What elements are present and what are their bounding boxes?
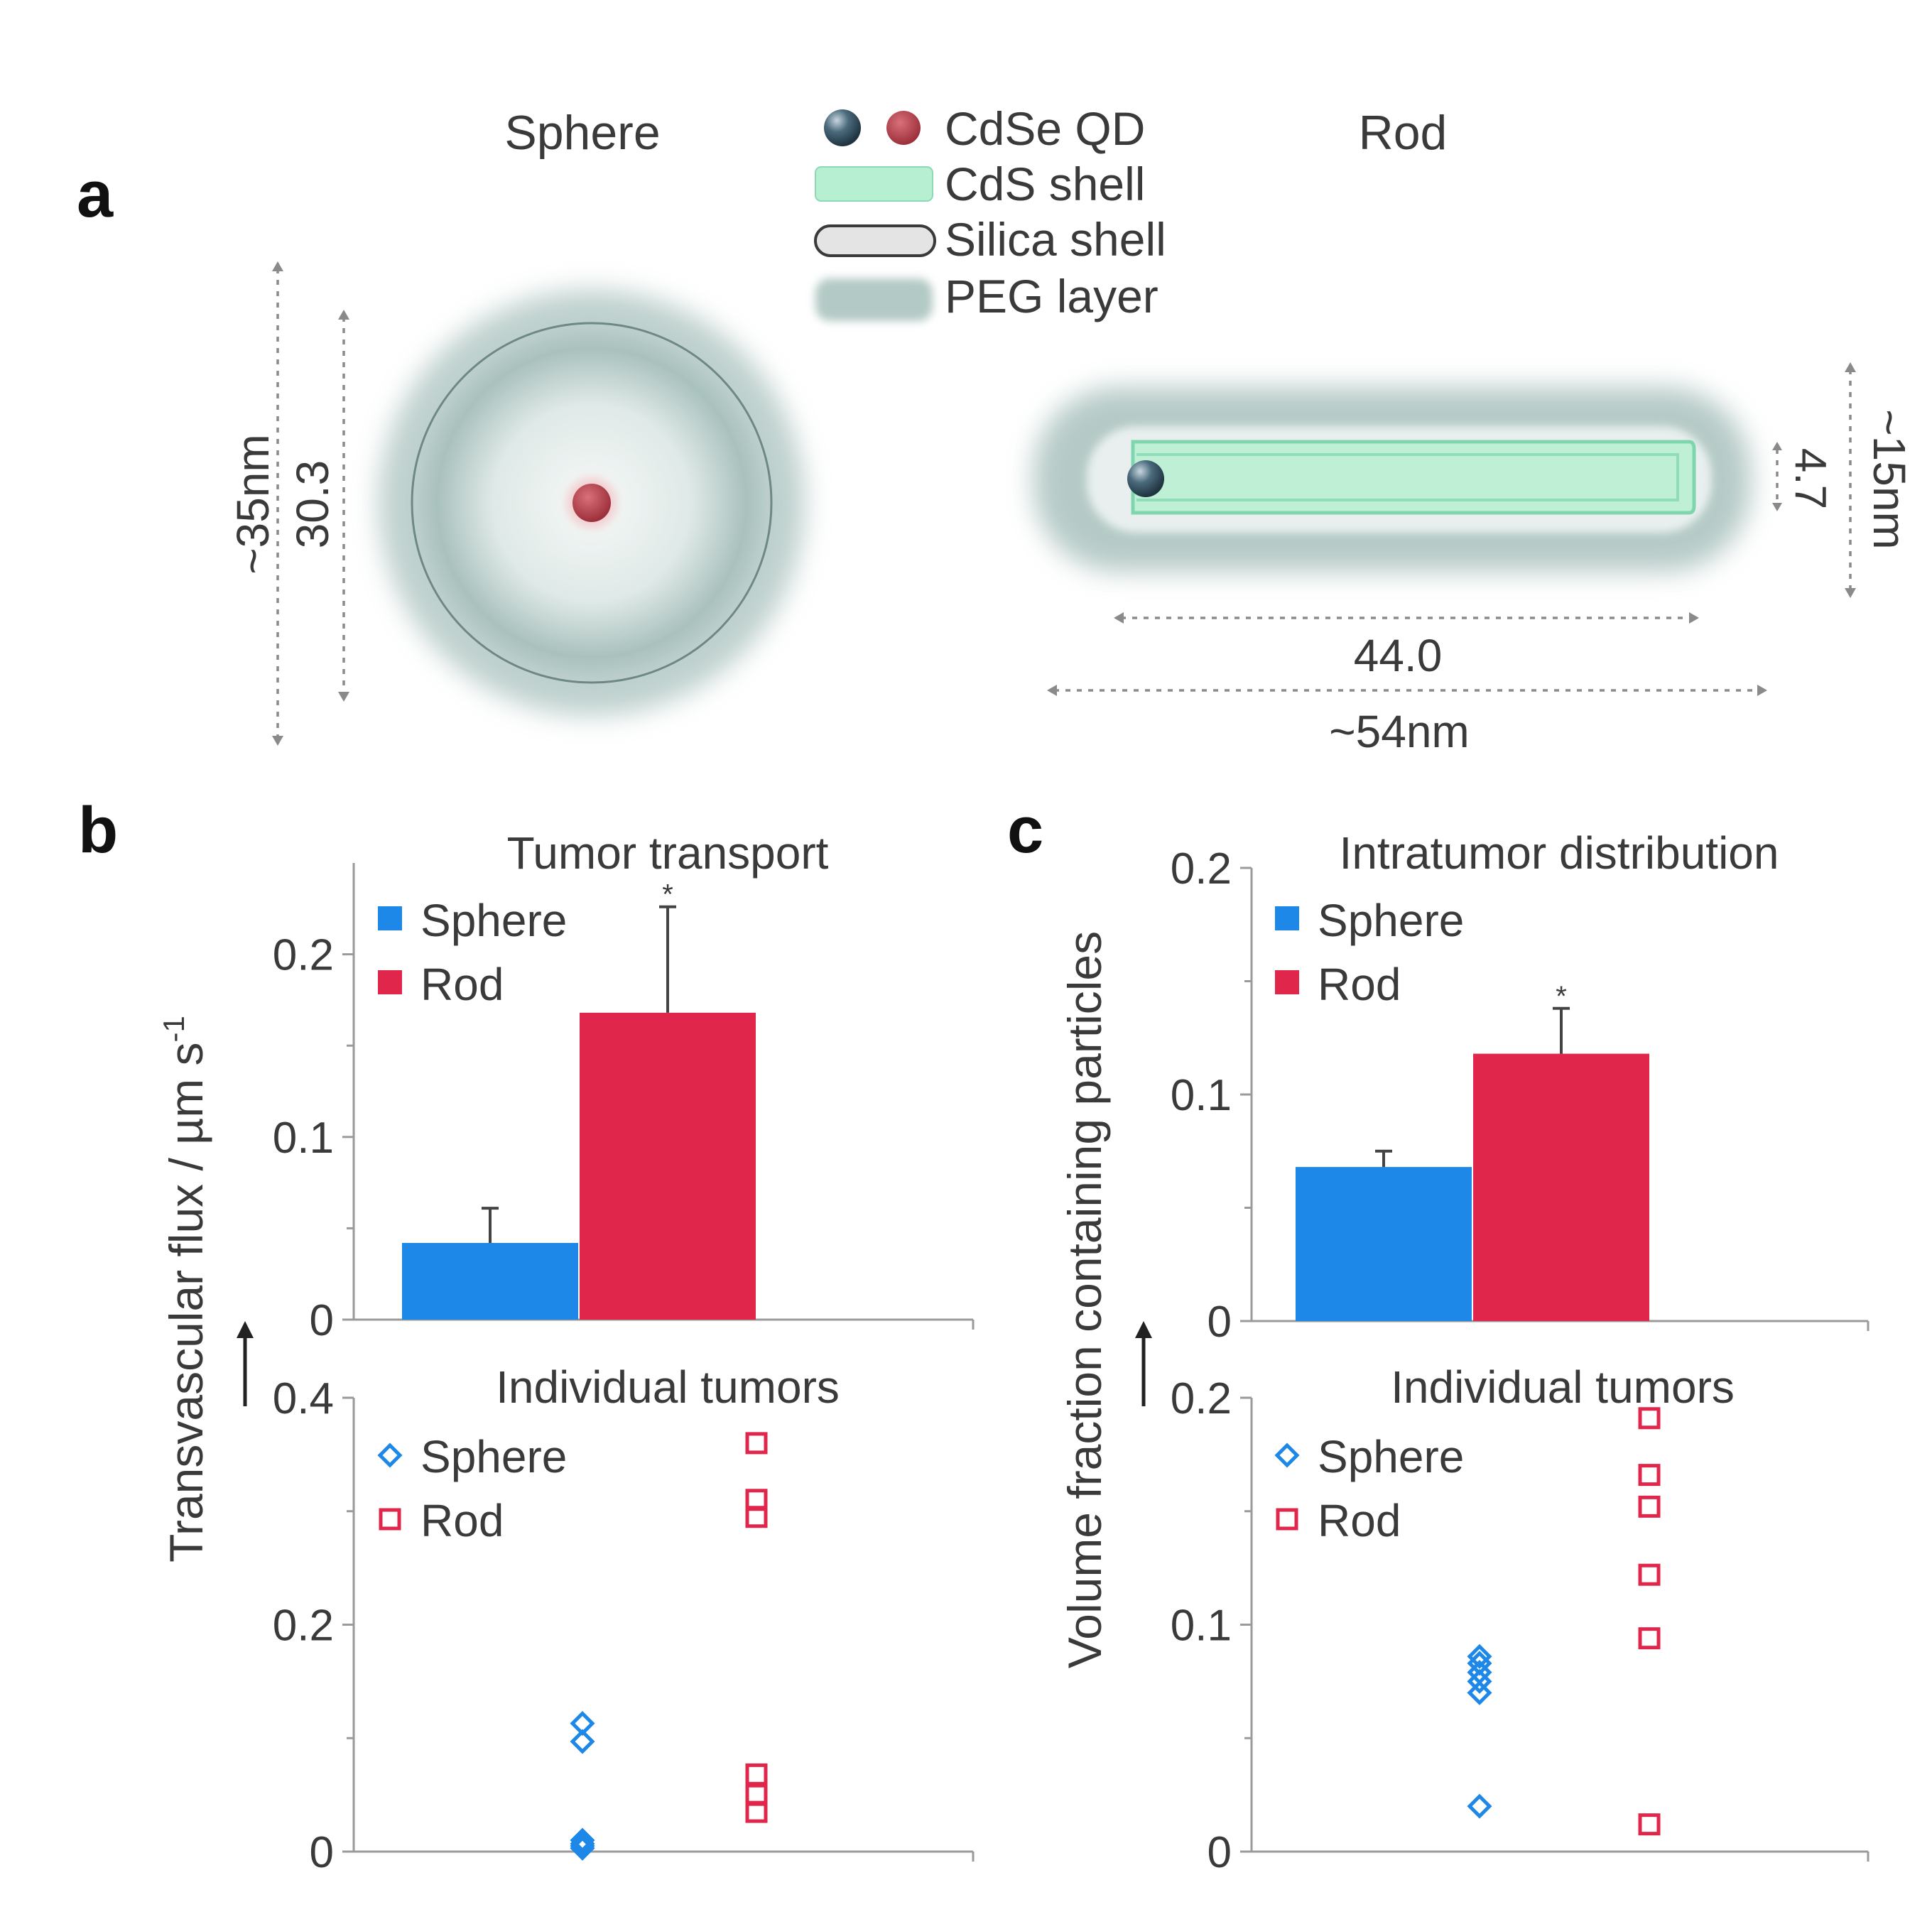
panel-b-scatter-chart: 0 0.2 0.4 Individual tumors Sphere Rod: [273, 1362, 975, 1877]
panel-c-scatter-title: Individual tumors: [1391, 1362, 1735, 1413]
panel-b-scatter-point-sphere: [570, 1729, 595, 1754]
panel-c-scatter-point-rod: [1638, 1495, 1661, 1518]
panel-c-scatter-legend-label-sphere: Sphere: [1318, 1431, 1464, 1482]
panel-c-legend-label-sphere: Sphere: [1318, 895, 1464, 946]
panel-b-scatter-ytick-label: 0: [310, 1828, 334, 1877]
panel-b-legend-label-sphere: Sphere: [420, 895, 567, 946]
panel-b-scatter-legend-marker-sphere: [377, 1443, 403, 1468]
panel-b-scatter-point-rod: [745, 1763, 768, 1786]
panel-b-scatter-legend-label-rod: Rod: [420, 1495, 504, 1546]
panel-c-scatter-point-rod: [1638, 1407, 1661, 1430]
panel-c-title: Intratumor distribution: [1340, 827, 1779, 879]
panel-b-scatter-point-rod: [745, 1506, 768, 1528]
rod-title: Rod: [1359, 106, 1448, 160]
panel-c-scatter-ytick-label: 0.2: [1171, 1374, 1232, 1423]
legend-cds-shell: CdS shell: [945, 158, 1145, 210]
panel-b-scatter-point-rod: [745, 1432, 768, 1455]
panel-c-ytick-label: 0.2: [1171, 844, 1232, 893]
cds-shell-swatch: [815, 166, 933, 202]
panel-c-legend-swatch-sphere: [1275, 906, 1299, 930]
sphere-dimension-outer: [272, 261, 283, 746]
panel-b-title: Tumor transport: [507, 827, 829, 879]
panel-c-legend-label-rod: Rod: [1318, 959, 1401, 1010]
panel-b-bar-rod: [580, 1012, 756, 1320]
panel-c-ylabel: Volume fraction containing particles: [1058, 931, 1111, 1668]
panel-b-bar-chart: 0 0.1 0.2 Tumor transport* Sphere Rod: [273, 827, 975, 1345]
sphere-particle-diagram: [379, 290, 805, 716]
panel-b-ytick-label: 0: [310, 1296, 334, 1345]
panel-c-scatter-point-sphere: [1467, 1668, 1492, 1694]
rod-width-inner-label: 4.7: [1786, 448, 1835, 509]
panel-b-legend-swatch-sphere: [378, 906, 402, 930]
panel-b-ylabel-sup: -1: [157, 1016, 190, 1042]
rod-width-outer-label: ~15nm: [1864, 409, 1915, 549]
panel-c-scatter-point-sphere: [1467, 1793, 1492, 1819]
sphere-cdse-core: [572, 484, 611, 522]
panel-b-ytick-label: 0.2: [273, 931, 334, 980]
panel-c-ytick-label: 0.1: [1171, 1071, 1232, 1120]
panel-b-scatter-point-sphere: [570, 1827, 595, 1853]
panel-b-scatter-point-rod: [745, 1800, 768, 1823]
panel-b-legend-label-rod: Rod: [420, 959, 504, 1010]
panel-b-scatter-ytick-label: 0.4: [273, 1374, 334, 1423]
panel-c-scatter-point-sphere: [1467, 1680, 1492, 1705]
panel-b-scatter-title: Individual tumors: [496, 1362, 840, 1413]
sphere-dimension-inner: [338, 310, 349, 702]
quantum-dot-icon: [824, 109, 921, 146]
panel-c-scatter-ytick-label: 0.1: [1171, 1602, 1232, 1651]
rod-cds-shell: [1131, 440, 1696, 515]
panel-c-bar-rod: [1473, 1053, 1649, 1321]
panel-c-scatter-point-rod: [1638, 1813, 1661, 1836]
structure-legend: CdSe QD CdS shell Silica shell PEG layer: [814, 102, 1166, 322]
panel-c-scatter-ytick-label: 0: [1208, 1828, 1232, 1877]
panel-c-scatter-point-rod: [1638, 1627, 1661, 1650]
panel-b-legend-swatch-rod: [378, 970, 402, 994]
panel-c-scatter-legend-marker-sphere: [1274, 1443, 1300, 1468]
silica-shell-swatch: [814, 224, 936, 257]
panel-b-scatter-ytick-label: 0.2: [273, 1602, 334, 1651]
panel-c-scatter-point-rod: [1638, 1563, 1661, 1586]
legend-silica-shell: Silica shell: [945, 213, 1166, 266]
sphere-inner-diameter-label: 30.3: [287, 460, 338, 549]
rod-length-inner-label: 44.0: [1354, 630, 1443, 681]
panel-c-scatter-legend-label-rod: Rod: [1318, 1495, 1401, 1546]
panel-b-scatter-legend-label-sphere: Sphere: [420, 1431, 567, 1482]
panel-c-scatter-point-sphere: [1467, 1644, 1492, 1669]
panel-b-significance-marker: *: [662, 879, 673, 911]
rod-length-outer-label: ~54nm: [1329, 706, 1469, 757]
panel-b-scatter-legend-marker-rod: [379, 1508, 401, 1531]
panel-b-bar-sphere: [402, 1242, 578, 1320]
panel-c-significance-marker: *: [1556, 981, 1567, 1012]
panel-c-scatter-legend-marker-rod: [1276, 1508, 1298, 1531]
panel-b-ytick-label: 0.1: [273, 1114, 334, 1163]
panel-c-ylabel-arrow: [1135, 1321, 1152, 1406]
panel-c-bar-sphere: [1296, 1167, 1472, 1321]
panel-b-scatter-point-sphere: [570, 1835, 595, 1861]
rod-width-outer-arrow: [1845, 362, 1856, 598]
panel-a-letter: a: [77, 158, 114, 231]
rod-particle-diagram: [1033, 387, 1751, 572]
panel-b-letter: b: [78, 794, 118, 866]
panel-b-ylabel: Transvascular flux / µm s-1: [157, 1016, 212, 1563]
legend-cdse-qd: CdSe QD: [945, 102, 1145, 155]
legend-peg-layer: PEG layer: [945, 270, 1158, 322]
peg-layer-swatch: [815, 278, 933, 321]
sphere-title: Sphere: [504, 106, 660, 160]
panel-b-ylabel-arrow: [237, 1321, 254, 1406]
panel-c-letter: c: [1007, 794, 1043, 866]
panel-c-scatter-point-rod: [1638, 1464, 1661, 1487]
rod-length-inner-arrow: [1114, 612, 1699, 624]
rod-cdse-core: [1127, 460, 1164, 497]
sphere-outer-diameter-label: ~35nm: [227, 434, 278, 574]
rod-length-outer-arrow: [1047, 685, 1767, 696]
panel-c-legend-swatch-rod: [1275, 970, 1299, 994]
rod-width-inner-arrow: [1772, 442, 1782, 511]
panel-c-ytick-label: 0: [1208, 1298, 1232, 1347]
panel-b-ylabel-text: Transvascular flux / µm s: [160, 1042, 212, 1562]
panel-c-scatter-chart: 0 0.1 0.2 Individual tumors Sphere Rod: [1171, 1362, 1869, 1877]
panel-c-bar-chart: 0 0.1 0.2 Intratumor distribution * Sphere Rod: [1171, 827, 1869, 1347]
